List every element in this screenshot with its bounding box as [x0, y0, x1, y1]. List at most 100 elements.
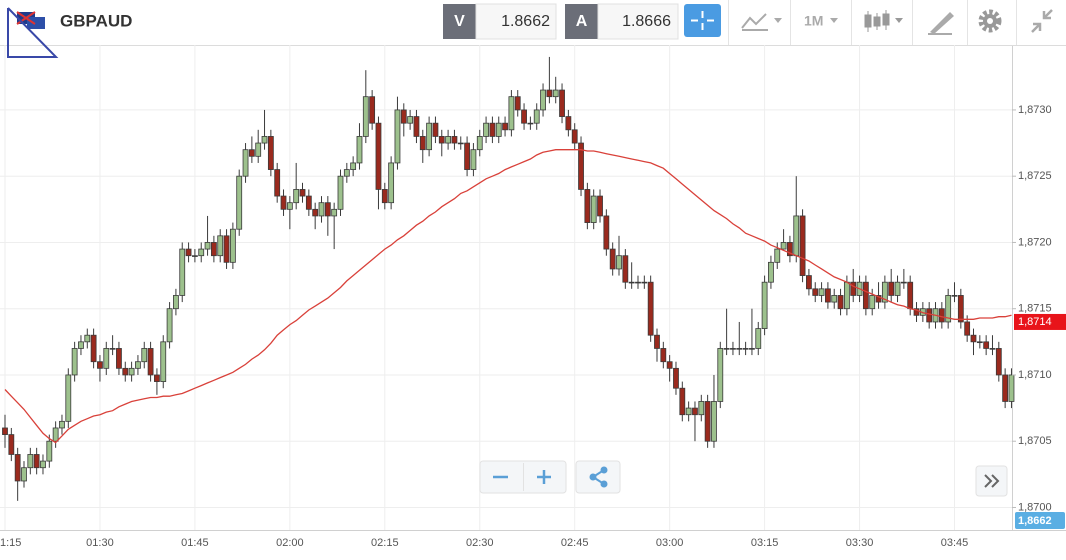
candle-body — [850, 281, 857, 296]
candle-body — [673, 367, 679, 389]
candle-body — [78, 341, 84, 349]
chart-type-button[interactable] — [864, 10, 903, 32]
candle-body — [362, 96, 369, 137]
candle-body — [343, 169, 350, 177]
candle-body — [445, 136, 452, 144]
y-tick-label: 1,8730 — [1018, 104, 1052, 116]
last-price-badge — [1014, 313, 1066, 330]
share-button[interactable] — [575, 460, 621, 494]
candle-body — [1002, 374, 1009, 402]
candle-body — [945, 295, 952, 323]
ask-box[interactable]: A 1.8666 — [565, 3, 679, 40]
candle-body — [40, 460, 46, 469]
candle-body — [806, 275, 812, 290]
symbol: GBPAUD — [60, 11, 132, 30]
x-tick-label: 03:15 — [751, 537, 779, 549]
x-tick-label: 02:00 — [276, 537, 304, 549]
candle-body — [331, 208, 338, 217]
x-tick-label: 01:45 — [181, 537, 209, 549]
candle-body — [204, 242, 211, 250]
candle-body — [983, 341, 990, 349]
candle-body — [286, 202, 293, 210]
candle-body — [419, 136, 426, 151]
candle-body — [584, 189, 591, 223]
candle-body — [533, 109, 540, 124]
candle-body — [426, 122, 433, 151]
grid — [0, 45, 1012, 530]
bid-box[interactable]: V 1.8662 — [443, 3, 557, 40]
candle-body — [280, 195, 287, 210]
candle-body — [970, 334, 977, 343]
candle-body — [628, 281, 635, 284]
x-tick-label: 02:15 — [371, 537, 399, 549]
timeframe-button[interactable]: 1M — [804, 13, 838, 29]
bid-price: 1.8662 — [501, 13, 550, 30]
axis: 1,8700 1,8705 1,8710 1,8715 1,8720 1,8725 1,87… — [0, 104, 1066, 549]
drawing-triangle — [7, 7, 59, 58]
candle-body — [52, 427, 59, 442]
candle-body — [173, 295, 179, 310]
candle-body — [692, 407, 698, 416]
candle-body — [33, 454, 40, 469]
candle-body — [546, 89, 553, 98]
candle-body — [869, 295, 876, 310]
candle-body — [685, 407, 692, 416]
bid-label: V — [454, 13, 465, 30]
x-tick-label: 1:15 — [0, 537, 21, 549]
candle-body — [46, 440, 53, 462]
candle-body — [774, 248, 781, 263]
candle-body — [799, 215, 806, 276]
plot — [2, 56, 1015, 501]
candle-body — [381, 189, 388, 204]
candle-body — [894, 281, 901, 296]
candle-body — [736, 348, 743, 350]
zoom-in[interactable] — [537, 470, 551, 484]
candle-body — [305, 195, 312, 210]
candle-body — [103, 348, 110, 369]
indicator-button[interactable] — [741, 13, 782, 31]
y-tick-label: 1,8725 — [1018, 170, 1052, 182]
candle-body — [2, 427, 8, 435]
candle-body — [210, 242, 217, 257]
candle-body — [565, 116, 572, 131]
candle-body — [647, 281, 654, 336]
candle-body — [128, 367, 135, 376]
y-tick-label: 1,8710 — [1018, 369, 1052, 381]
timeframe: 1M — [804, 13, 823, 29]
candle-body — [318, 202, 325, 217]
zoom-controls — [479, 460, 567, 494]
x-tick-label: 03:00 — [656, 537, 684, 549]
candle-body — [166, 308, 173, 343]
candle-body — [862, 281, 869, 310]
candle-body — [837, 295, 844, 310]
settings-button[interactable] — [978, 9, 1002, 33]
candle-body — [603, 215, 610, 250]
candle-body — [976, 341, 983, 344]
candle-body — [666, 361, 673, 369]
draw-button[interactable] — [928, 12, 954, 35]
candle-body — [831, 295, 838, 303]
candle-body — [432, 122, 439, 137]
x-tick-label: 01:30 — [86, 537, 114, 549]
candle-body — [768, 261, 774, 283]
candle-body — [109, 348, 116, 350]
candle-body — [489, 122, 496, 137]
collapse-button[interactable] — [1031, 9, 1053, 33]
candle-body — [723, 348, 730, 350]
candle-body — [907, 281, 914, 310]
crosshair-button[interactable] — [684, 4, 721, 37]
candle-body — [787, 242, 793, 257]
bid-badge — [1015, 512, 1065, 529]
candle-body — [793, 215, 800, 257]
candle-body — [660, 348, 667, 363]
scroll-right-button[interactable] — [975, 465, 1008, 497]
last-price-label: 1,8714 — [1018, 316, 1052, 328]
candle-body — [217, 235, 224, 257]
y-tick-label: 1,8720 — [1018, 236, 1052, 248]
candle-body — [825, 288, 831, 303]
candle-body — [508, 96, 515, 131]
candle-body — [742, 348, 749, 350]
candle-body — [274, 169, 281, 197]
candle-body — [989, 348, 996, 350]
